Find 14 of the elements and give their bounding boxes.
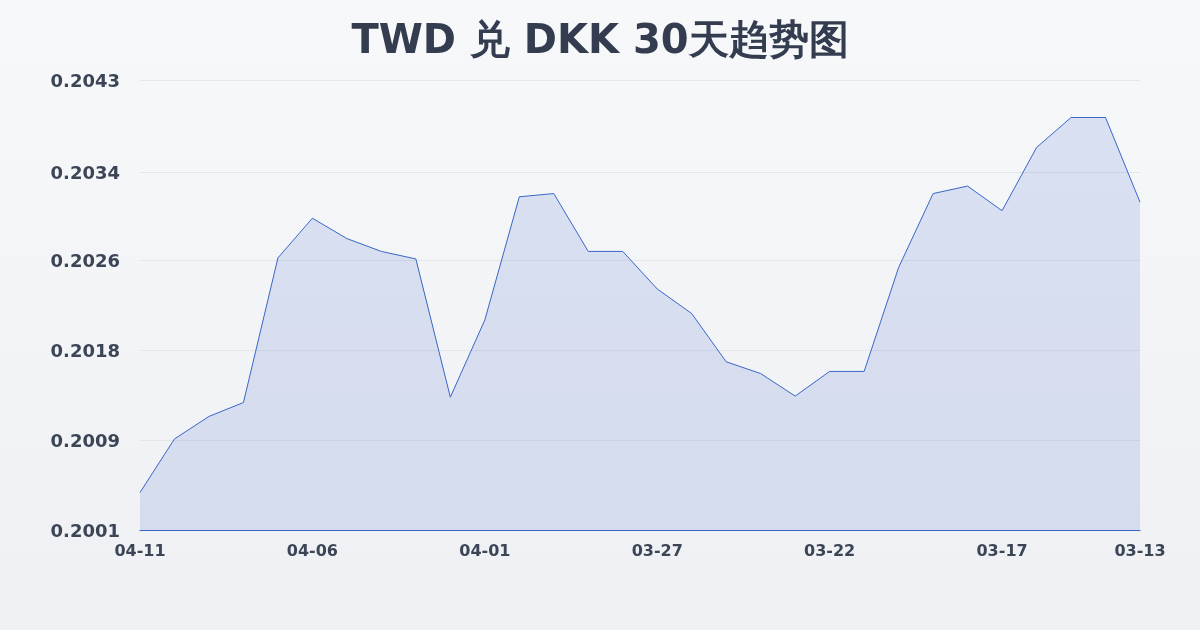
- y-tick-label: 0.2026: [50, 249, 120, 271]
- y-tick-label: 0.2018: [50, 339, 120, 361]
- x-tick-label: 04-06: [286, 540, 338, 560]
- x-tick-label: 04-01: [459, 540, 511, 560]
- y-tick-label: 0.2009: [50, 429, 120, 451]
- x-tick-label: 03-17: [976, 540, 1028, 560]
- x-tick-label: 03-27: [631, 540, 683, 560]
- y-tick-label: 0.2001: [50, 519, 120, 541]
- y-tick-label: 0.2034: [50, 161, 120, 183]
- x-tick-label: 03-13: [1114, 540, 1166, 560]
- y-tick-label: 0.2043: [50, 69, 120, 91]
- x-tick-label: 03-22: [804, 540, 856, 560]
- x-tick-label: 04-11: [114, 540, 166, 560]
- chart-title: TWD 兑 DKK 30天趋势图: [351, 16, 849, 62]
